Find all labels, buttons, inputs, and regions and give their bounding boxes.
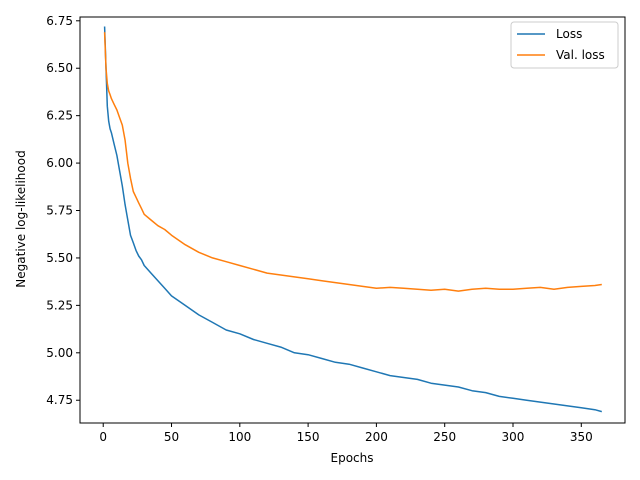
y-tick-label: 5.00 [46, 346, 73, 360]
y-tick-label: 5.75 [46, 204, 73, 218]
x-tick-label: 300 [502, 430, 525, 444]
y-axis: 4.75 5.00 5.25 5.50 5.75 6.00 6.25 6.50 6.75 [46, 14, 80, 407]
y-tick-label: 6.50 [46, 61, 73, 75]
y-axis-label: Negative log-likelihood [14, 150, 28, 287]
x-tick-label: 50 [164, 430, 179, 444]
plot-area-frame [79, 16, 626, 424]
x-tick-label: 200 [365, 430, 388, 444]
series-line-0 [103, 26, 602, 413]
y-tick-label: 6.75 [46, 14, 73, 28]
x-tick-label: 150 [297, 430, 320, 444]
y-tick-label: 6.00 [46, 156, 73, 170]
legend-label-0: Loss [556, 27, 582, 41]
x-tick-label: 250 [433, 430, 456, 444]
y-tick-label: 6.25 [46, 109, 73, 123]
x-axis: 0 50 100 150 200 250 300 350 [99, 423, 593, 444]
y-tick-label: 5.50 [46, 251, 73, 265]
series-layer [103, 26, 602, 413]
x-tick-label: 0 [99, 430, 107, 444]
series-line-1 [103, 32, 602, 292]
y-tick-label: 5.25 [46, 298, 73, 312]
x-axis-label: Epochs [331, 451, 374, 465]
legend-label-1: Val. loss [556, 48, 605, 62]
x-tick-label: 350 [570, 430, 593, 444]
y-tick-label: 4.75 [46, 393, 73, 407]
x-tick-label: 100 [228, 430, 251, 444]
legend: Loss Val. loss [510, 21, 619, 69]
